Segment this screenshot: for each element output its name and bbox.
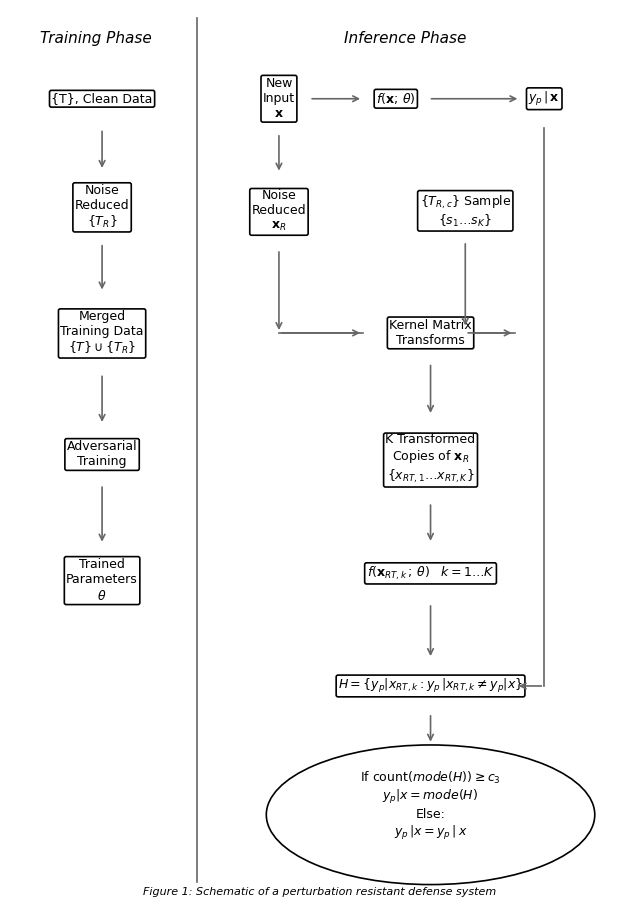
Ellipse shape: [266, 745, 595, 884]
Text: Noise
Reduced
$\mathbf{x}_R$: Noise Reduced $\mathbf{x}_R$: [252, 189, 307, 234]
Text: Figure 1: Schematic of a perturbation resistant defense system: Figure 1: Schematic of a perturbation re…: [143, 887, 497, 897]
Text: $y_p\,|\,\mathbf{x}$: $y_p\,|\,\mathbf{x}$: [529, 90, 560, 108]
Text: {T}, Clean Data: {T}, Clean Data: [51, 92, 153, 105]
Text: Noise
Reduced
$\{T_R\}$: Noise Reduced $\{T_R\}$: [75, 184, 129, 230]
Text: Kernel Matrix
Transforms: Kernel Matrix Transforms: [389, 319, 472, 347]
Text: $f(\mathbf{x};\, \theta)$: $f(\mathbf{x};\, \theta)$: [376, 91, 415, 106]
Text: Inference Phase: Inference Phase: [344, 31, 467, 45]
Text: If count$(mode(H)) \geq c_3$
$y_p|x = mode(H)$
Else:
$y_p\,|x = y_p\,|\,x$: If count$(mode(H)) \geq c_3$ $y_p|x = mo…: [360, 770, 501, 842]
Text: Training Phase: Training Phase: [40, 31, 152, 45]
Text: $\{T_{R,c}\}$ Sample
$\{s_1 \ldots s_K\}$: $\{T_{R,c}\}$ Sample $\{s_1 \ldots s_K\}…: [419, 194, 511, 229]
Text: Adversarial
Training: Adversarial Training: [67, 441, 138, 468]
Text: New
Input
$\mathbf{x}$: New Input $\mathbf{x}$: [263, 77, 295, 120]
Text: $H = \{y_p|x_{RT,k} : y_p\,|x_{RT,k} \neq y_p|x\}$: $H = \{y_p|x_{RT,k} : y_p\,|x_{RT,k} \ne…: [338, 677, 523, 695]
Text: $f(\mathbf{x}_{RT,k}\,;\,\theta)$   $k = 1 \ldots K$: $f(\mathbf{x}_{RT,k}\,;\,\theta)$ $k = 1…: [367, 564, 495, 582]
Text: K Transformed
Copies of $\mathbf{x}_R$
$\{x_{RT,1}\ldots x_{RT,K}\}$: K Transformed Copies of $\mathbf{x}_R$ $…: [385, 433, 476, 485]
Text: Merged
Training Data
$\{T\} \cup \{T_R\}$: Merged Training Data $\{T\} \cup \{T_R\}…: [60, 310, 144, 356]
Text: Trained
Parameters
$\theta$: Trained Parameters $\theta$: [66, 558, 138, 603]
